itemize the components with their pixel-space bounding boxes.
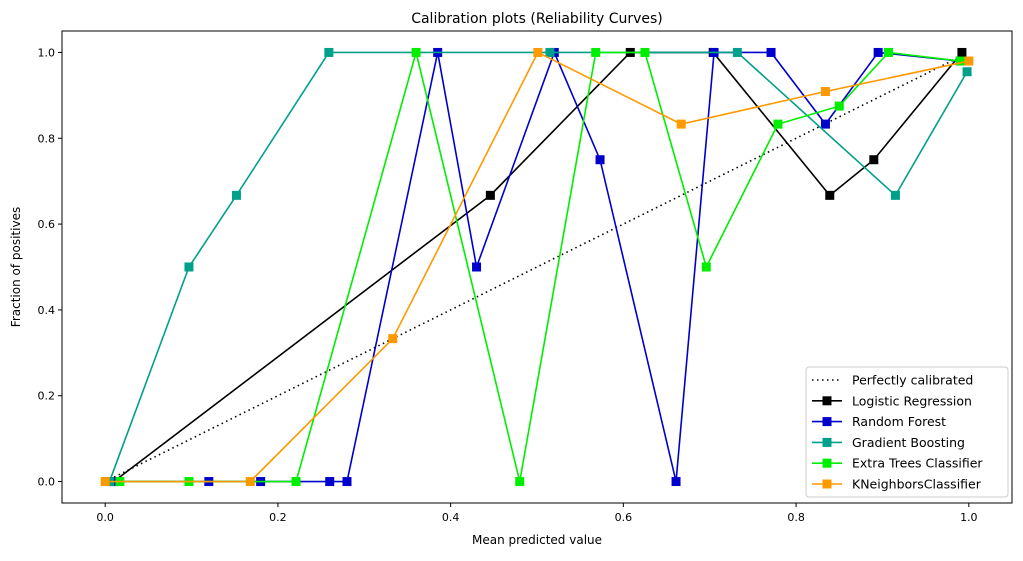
data-point: [873, 47, 883, 57]
legend-label: Extra Trees Classifier: [852, 456, 983, 471]
data-point: [100, 477, 110, 487]
y-tick-label: 0.8: [38, 132, 56, 145]
y-tick-label: 0.0: [38, 476, 56, 489]
axes-frame: [61, 30, 1013, 504]
x-tick-label: 0.2: [269, 511, 287, 524]
data-point: [884, 47, 893, 57]
legend-marker: [822, 417, 832, 427]
data-point: [676, 119, 686, 129]
series-line: [119, 49, 961, 483]
legend-marker: [822, 479, 832, 489]
data-point: [411, 47, 421, 57]
data-point: [388, 334, 398, 344]
legend-item: Random Forest: [812, 414, 946, 429]
data-point: [184, 262, 194, 272]
data-point: [595, 155, 605, 165]
y-tick-label: 0.2: [38, 390, 56, 403]
series-gradient-boosting: [105, 47, 972, 487]
legend-label: KNeighborsClassifier: [852, 477, 982, 492]
data-point: [820, 119, 830, 129]
data-point: [766, 47, 776, 57]
data-point: [671, 477, 681, 487]
data-point: [325, 477, 335, 487]
data-point: [472, 262, 482, 272]
x-axis-label: Mean predicted value: [472, 533, 602, 547]
legend-item: KNeighborsClassifier: [812, 477, 982, 492]
y-tick-label: 0.6: [38, 218, 56, 231]
data-point: [545, 47, 555, 57]
legend-label: Perfectly calibrated: [852, 373, 973, 388]
legend-marker: [822, 458, 832, 468]
data-point: [962, 67, 972, 77]
data-point: [869, 155, 879, 165]
x-tick-label: 0.8: [787, 511, 805, 524]
legend-label: Logistic Regression: [852, 393, 972, 408]
perfectly-calibrated-line: [104, 51, 970, 483]
data-point: [890, 190, 900, 200]
x-tick-label: 0.4: [442, 511, 460, 524]
legend-item: Perfectly calibrated: [812, 373, 973, 388]
data-point: [640, 47, 650, 57]
data-point: [515, 477, 525, 487]
legend-marker: [822, 396, 832, 406]
data-point: [485, 190, 495, 200]
x-tick-label: 1.0: [960, 511, 978, 524]
data-point: [701, 262, 711, 272]
legend-item: Gradient Boosting: [812, 435, 965, 450]
x-tick-label: 0.0: [96, 511, 114, 524]
data-point: [732, 47, 742, 57]
y-tick-label: 0.4: [38, 304, 56, 317]
y-tick-label: 1.0: [38, 46, 56, 59]
data-point: [591, 47, 601, 57]
data-point: [342, 477, 352, 487]
data-point: [825, 190, 835, 200]
chart-title: Calibration plots (Reliability Curves): [411, 11, 663, 27]
legend-marker: [822, 437, 832, 447]
series-kneighborsclassifier: [100, 47, 974, 487]
data-point: [964, 56, 974, 66]
legend-box: [805, 366, 1009, 498]
legend-item: Logistic Regression: [812, 393, 972, 408]
data-point: [245, 477, 255, 487]
x-tick-label: 0.6: [615, 511, 633, 524]
legend: Perfectly calibrated Logistic Regression R…: [805, 366, 1009, 498]
data-point: [773, 119, 783, 129]
data-point: [957, 47, 967, 57]
data-point: [834, 101, 844, 111]
legend-label: Random Forest: [852, 414, 946, 429]
data-point: [324, 47, 334, 57]
data-point: [820, 87, 830, 97]
y-axis-label: Fraction of positives: [9, 207, 23, 327]
data-point: [533, 47, 543, 57]
data-point: [955, 56, 965, 66]
series-line: [108, 51, 968, 482]
legend-item: Extra Trees Classifier: [812, 456, 983, 471]
data-point: [291, 477, 301, 487]
data-point: [231, 190, 241, 200]
legend-label: Gradient Boosting: [852, 435, 965, 450]
